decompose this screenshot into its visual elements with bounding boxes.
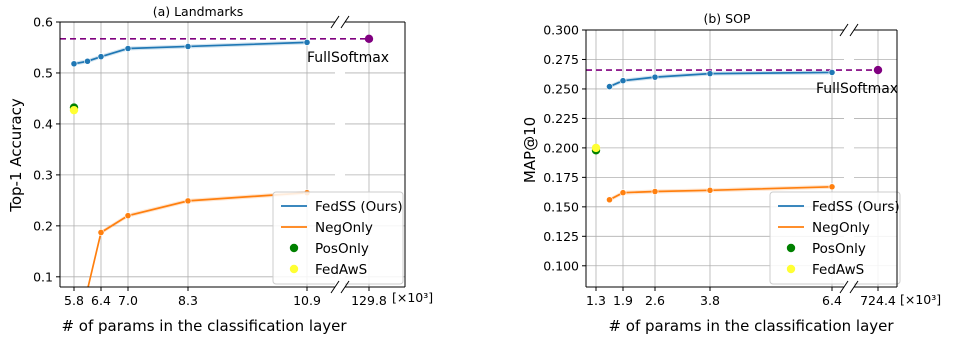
x-tick-label: 1.3	[586, 293, 606, 308]
series-point	[84, 57, 91, 65]
fullsoftmax-point	[873, 65, 883, 75]
series-point	[828, 183, 836, 191]
panel-sop: (b) SOP FullSoftmax FedSS (Ours) NegOnly Po…	[521, 11, 941, 335]
series-point	[619, 77, 627, 85]
x-axis-label: # of params in the classification layer	[61, 317, 347, 335]
series-point	[619, 189, 627, 197]
x-tick-label: 2.6	[645, 293, 665, 308]
series-point	[69, 105, 79, 115]
axis-break-mark	[849, 280, 859, 294]
series-point	[651, 73, 659, 81]
legend-label: NegOnly	[812, 220, 870, 236]
legend-swatch-marker	[786, 243, 796, 253]
legend-label: FedAwS	[315, 262, 367, 278]
axis-break-mark	[330, 280, 340, 294]
axis-break-mark	[849, 23, 859, 37]
y-tick-label: 0.6	[33, 15, 53, 30]
axis-break-mark	[839, 23, 849, 37]
y-tick-label: 0.275	[543, 52, 579, 67]
series-point	[706, 186, 714, 194]
y-tick-label: 0.2	[33, 218, 53, 233]
chart-title: (b) SOP	[704, 11, 751, 26]
x-unit-label: [×10³]	[900, 292, 941, 307]
legend-label: FedSS (Ours)	[315, 199, 403, 215]
chart-title: (a) Landmarks	[153, 4, 244, 19]
axis-break-mark	[340, 15, 350, 29]
series-point	[606, 196, 613, 204]
y-tick-label: 0.125	[543, 229, 579, 244]
axis-break-gap	[335, 281, 345, 293]
legend-label: FedSS (Ours)	[812, 199, 900, 215]
y-tick-label: 0.175	[543, 170, 579, 185]
series-point	[97, 229, 105, 236]
fullsoftmax-point	[364, 34, 374, 44]
x-unit-label: [×10³]	[392, 290, 433, 305]
series-point	[606, 83, 613, 90]
legend-label: PosOnly	[812, 241, 866, 257]
x-tick-label: 7.0	[118, 293, 138, 308]
series-band	[74, 40, 307, 66]
axis-break-mark	[839, 280, 849, 294]
x-tick-label: 10.9	[293, 293, 321, 308]
y-tick-label: 0.150	[543, 199, 579, 214]
legend-frame	[769, 191, 901, 285]
y-axis-label: Top-1 Accuracy	[7, 98, 25, 213]
series-point	[591, 143, 601, 153]
y-tick-label: 0.3	[33, 167, 53, 182]
series-point	[706, 70, 714, 78]
axis-break-mark	[330, 15, 340, 29]
legend-label: PosOnly	[315, 241, 369, 257]
y-tick-label: 0.1	[33, 269, 53, 284]
x-tick-label: 3.8	[700, 293, 720, 308]
x-axis-label: # of params in the classification layer	[608, 317, 894, 335]
series-line	[87, 191, 308, 287]
series-point	[651, 188, 659, 195]
x-tick-label: 6.4	[822, 293, 842, 308]
series-point	[124, 212, 132, 220]
series-band	[87, 190, 307, 287]
legend-swatch-marker	[786, 264, 796, 274]
y-tick-label: 0.4	[33, 116, 53, 131]
fullsoftmax-label: FullSoftmax	[307, 50, 389, 66]
axis-break-gap	[844, 281, 854, 293]
y-tick-label: 0.250	[543, 81, 579, 96]
panel-landmarks: (a) Landmarks FullSoftmax FedSS (Ours) Neg…	[7, 4, 433, 335]
legend-swatch-marker	[289, 243, 299, 253]
axis-break-gap	[844, 24, 854, 36]
x-tick-label: 1.9	[613, 293, 633, 308]
y-tick-label: 0.300	[543, 23, 579, 38]
series-point	[184, 43, 192, 50]
y-tick-label: 0.5	[33, 65, 53, 80]
axis-break-gap	[335, 16, 345, 28]
series-point	[828, 69, 836, 76]
y-axis-label: MAP@10	[521, 117, 539, 183]
series-band	[609, 70, 832, 89]
series-point	[70, 60, 78, 68]
series-point	[303, 38, 311, 46]
legend: FedSS (Ours) NegOnly PosOnly FedAwS	[769, 191, 901, 285]
fullsoftmax-label: FullSoftmax	[816, 81, 898, 97]
x-tick-label: 8.3	[178, 293, 198, 308]
y-tick-label: 0.100	[543, 258, 579, 273]
y-tick-label: 0.225	[543, 111, 579, 126]
x-tick-label: 6.4	[91, 293, 111, 308]
series-point	[124, 45, 132, 52]
legend-label: NegOnly	[315, 220, 373, 236]
legend: FedSS (Ours) NegOnly PosOnly FedAwS	[272, 191, 404, 285]
legend-label: FedAwS	[812, 262, 864, 278]
x-tick-label: 129.8	[351, 293, 387, 308]
y-tick-label: 0.200	[543, 140, 579, 155]
x-tick-label: 5.8	[64, 293, 84, 308]
series-point	[184, 197, 192, 205]
legend-swatch-marker	[289, 264, 299, 274]
x-tick-label: 724.4	[860, 293, 896, 308]
axis-break-mark	[340, 280, 350, 294]
series-point	[97, 53, 105, 61]
